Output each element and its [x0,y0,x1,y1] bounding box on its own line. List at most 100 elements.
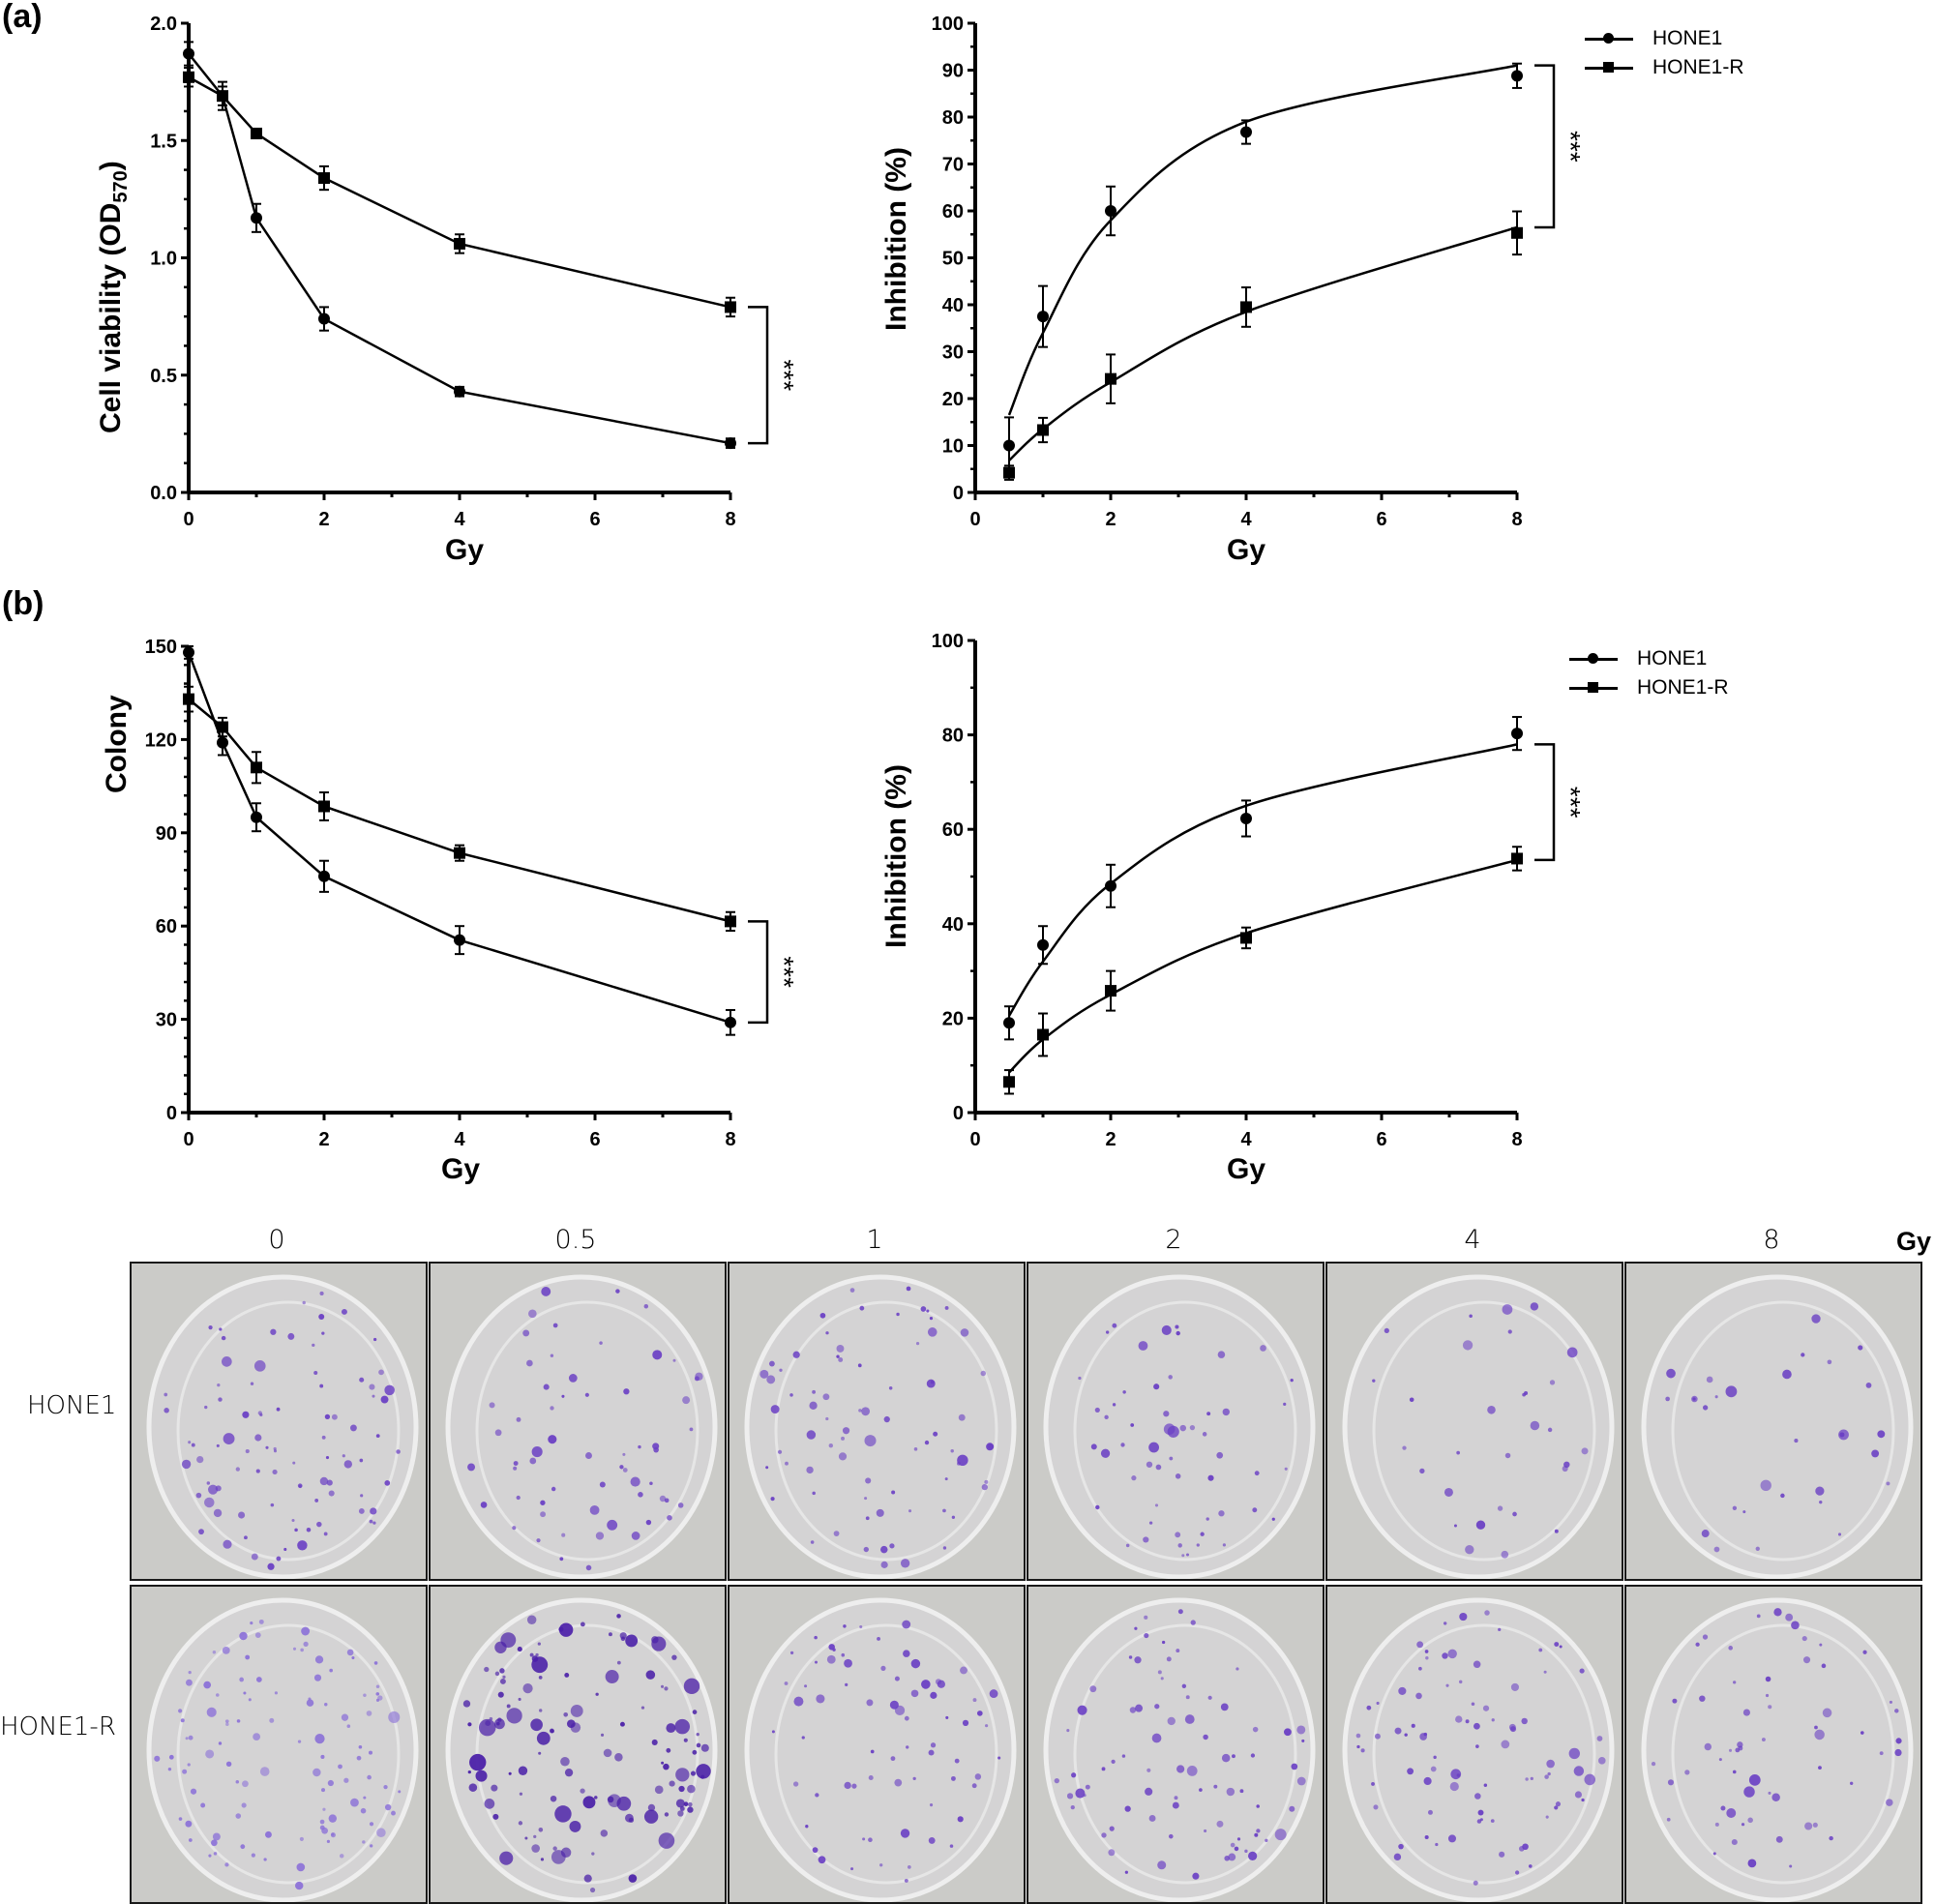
svg-text:6: 6 [1376,1129,1386,1150]
svg-text:***: *** [769,359,799,391]
legend-item-hone1: HONE1 [1569,644,1729,673]
chart-cell-viability: 0.0 0.5 1.0 1.5 2.0 0 2 4 6 8 *** [111,14,827,541]
svg-text:30: 30 [156,1010,177,1031]
svg-text:40: 40 [942,295,964,316]
svg-text:1.0: 1.0 [150,249,177,270]
svg-text:20: 20 [942,1008,964,1029]
colony-dish-photo [1624,1585,1922,1904]
dose-column-label: 2 [1165,1225,1182,1255]
legend-label: HONE1-R [1652,56,1744,78]
legend-item-hone1-r: HONE1-R [1585,53,1744,82]
svg-text:6: 6 [589,1129,600,1150]
y-axis-label: Colony [101,695,133,793]
colony-dish-photo [1624,1262,1922,1581]
chart-colony: 0 30 60 90 120 150 0 2 4 6 8 *** [111,637,827,1161]
chart-inhibition-b: 0 20 40 60 80 100 0 2 4 6 8 *** [898,631,1614,1161]
svg-text:4: 4 [454,509,465,530]
dose-column-label: 1 [866,1225,883,1255]
svg-text:0: 0 [969,1129,980,1150]
colony-photo-grid: Gy 0 0.5 1 2 4 8 HONE1 HONE1-R [0,1219,1935,1904]
svg-text:100: 100 [932,14,964,35]
colony-dish-photo [429,1262,727,1581]
svg-text:0: 0 [969,509,980,530]
svg-text:30: 30 [942,342,964,364]
y-axis-label: Inhibition (%) [880,764,912,948]
svg-text:90: 90 [156,823,177,845]
x-axis-label: Gy [1226,534,1266,566]
svg-text:6: 6 [589,509,600,530]
colony-dish-photo [429,1585,727,1904]
y-axis-label: Cell viability (OD570) [95,161,132,433]
svg-text:90: 90 [942,61,964,82]
svg-text:8: 8 [1511,1129,1522,1150]
legend-label: HONE1 [1652,27,1723,49]
svg-text:1.5: 1.5 [150,131,177,152]
dose-column-label: 0.5 [554,1225,597,1255]
x-axis-label: Gy [444,534,485,566]
dose-column-label: 4 [1464,1225,1481,1255]
legend: HONE1 HONE1-R [1585,24,1744,82]
svg-text:2: 2 [318,1129,329,1150]
square-marker-icon [1569,676,1618,699]
svg-text:0: 0 [183,1129,194,1150]
colony-dish-photo [1027,1262,1325,1581]
svg-text:8: 8 [725,509,735,530]
svg-text:40: 40 [942,914,964,936]
colony-dish-photo [728,1262,1026,1581]
svg-text:0.0: 0.0 [150,483,177,504]
colony-dish-photo [1325,1262,1623,1581]
svg-text:120: 120 [145,729,177,751]
svg-text:8: 8 [725,1129,735,1150]
colony-dish-photo [130,1262,428,1581]
svg-text:20: 20 [942,389,964,410]
svg-text:2: 2 [318,509,329,530]
colony-dish-photo [1027,1585,1325,1904]
chart-inhibition-a: 0 10 20 30 40 50 60 70 80 90 100 0 2 4 6 8 *** [898,14,1614,541]
svg-text:60: 60 [156,916,177,937]
legend-item-hone1: HONE1 [1585,24,1744,53]
legend-item-hone1-r: HONE1-R [1569,673,1729,702]
circle-marker-icon [1569,647,1618,670]
x-axis-label: Gy [1226,1153,1266,1185]
square-marker-icon [1585,56,1633,79]
cell-line-row-label: HONE1-R [0,1712,116,1741]
svg-text:2.0: 2.0 [150,14,177,35]
panel-a-label: (a) [2,0,43,35]
svg-text:0: 0 [183,509,194,530]
svg-text:4: 4 [1240,509,1252,530]
svg-text:0.5: 0.5 [150,366,177,387]
legend-label: HONE1 [1637,647,1708,669]
y-axis-label: Inhibition (%) [880,147,912,331]
svg-text:80: 80 [942,726,964,747]
colony-dish-photo [728,1585,1026,1904]
colony-dish-photo [1325,1585,1623,1904]
svg-text:0: 0 [166,1103,177,1124]
svg-text:0: 0 [953,1103,964,1124]
svg-text:2: 2 [1105,509,1116,530]
svg-text:0: 0 [953,483,964,504]
svg-text:***: *** [1556,131,1586,163]
svg-text:6: 6 [1376,509,1386,530]
colony-dish-photo [130,1585,428,1904]
x-axis-label: Gy [440,1153,481,1185]
svg-text:8: 8 [1511,509,1522,530]
svg-text:80: 80 [942,107,964,129]
dose-unit-label: Gy [1895,1227,1931,1256]
cell-line-row-label: HONE1 [27,1391,117,1420]
svg-text:150: 150 [145,637,177,658]
svg-text:70: 70 [942,155,964,176]
svg-text:4: 4 [1240,1129,1252,1150]
dose-column-label: 8 [1763,1225,1780,1255]
svg-text:60: 60 [942,201,964,223]
panel-b-label: (b) [2,585,45,622]
dose-column-label: 0 [268,1225,285,1255]
svg-text:10: 10 [942,436,964,458]
svg-text:***: *** [1556,787,1586,818]
svg-text:100: 100 [932,631,964,652]
svg-text:4: 4 [454,1129,465,1150]
circle-marker-icon [1585,27,1633,50]
svg-text:***: *** [769,956,799,988]
svg-text:2: 2 [1105,1129,1116,1150]
svg-text:60: 60 [942,819,964,841]
svg-text:50: 50 [942,249,964,270]
